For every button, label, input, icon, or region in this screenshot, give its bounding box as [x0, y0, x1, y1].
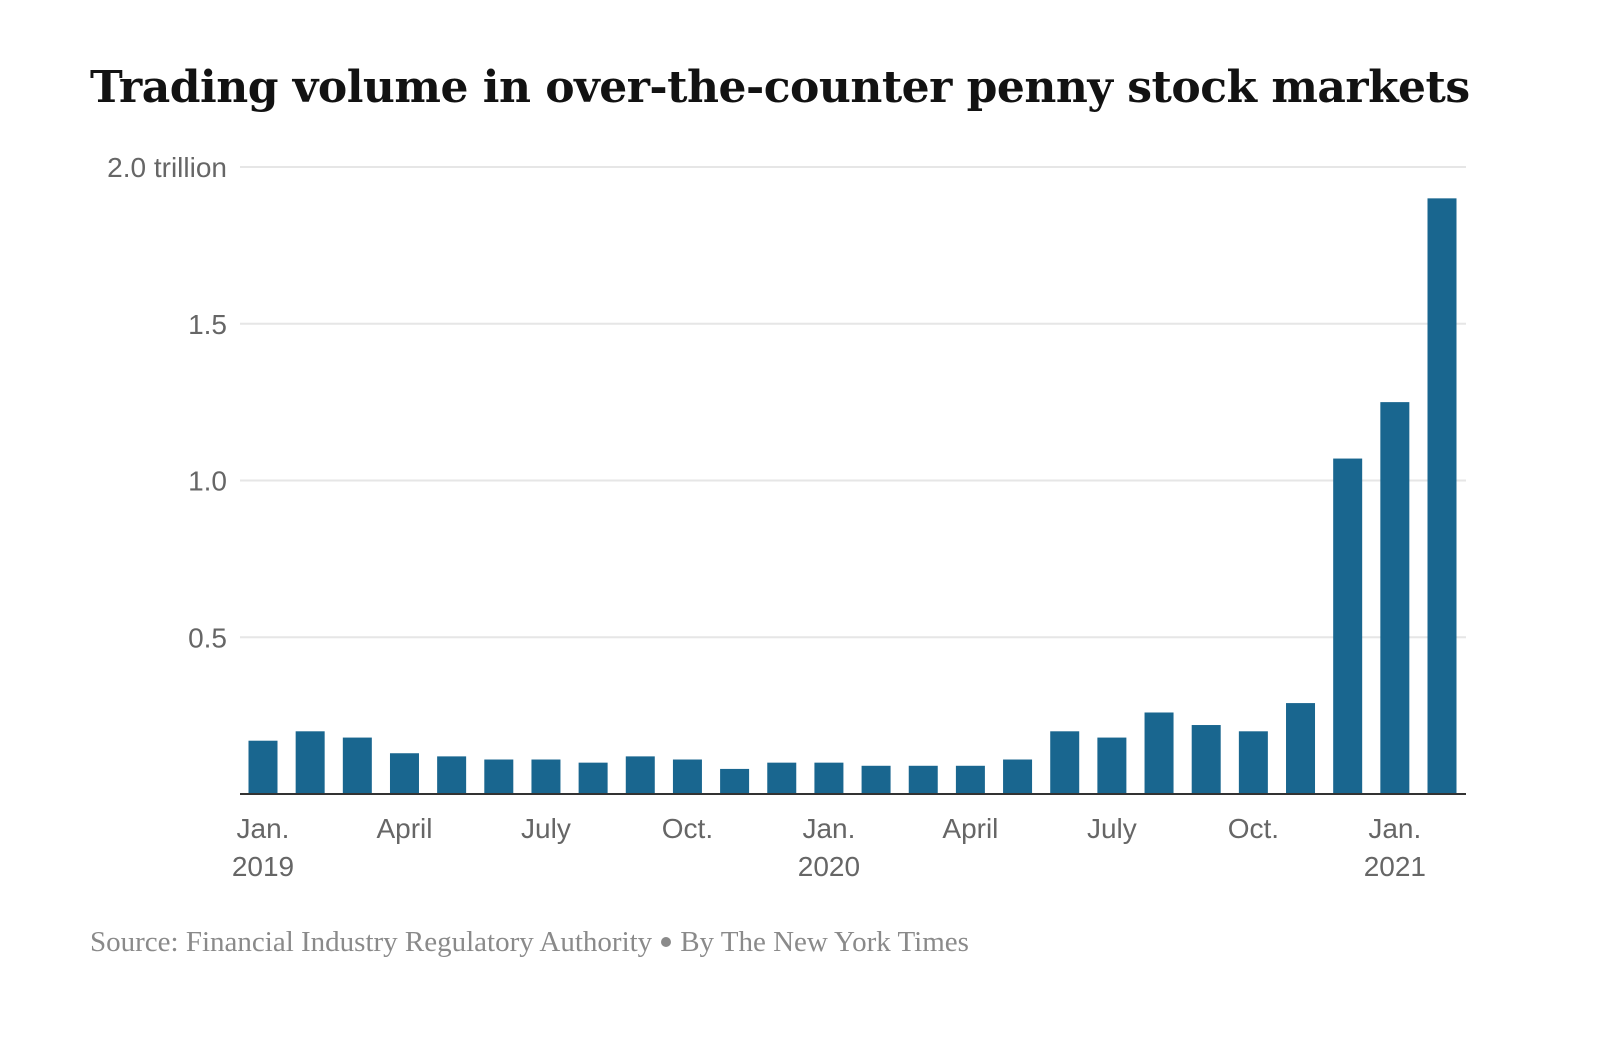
x-tick-label: Oct. [1228, 813, 1279, 844]
source-note: Source: Financial Industry Regulatory Au… [90, 926, 969, 959]
x-tick-label: April [376, 813, 432, 844]
bar [1286, 703, 1316, 794]
x-tick-label: Jan. [237, 813, 290, 844]
bar [1238, 731, 1268, 794]
bullet-dot-icon [661, 937, 672, 948]
bar [861, 765, 891, 794]
bar [389, 753, 419, 794]
bar [578, 762, 608, 794]
x-tick-label: Jan. [802, 813, 855, 844]
bars [248, 198, 1457, 795]
bar [1427, 198, 1457, 795]
x-axis-tick-labels: Jan. 2019 April July Oct. Jan. 2020 April July Oc… [232, 813, 1426, 882]
bar [814, 762, 844, 794]
bar [295, 731, 325, 794]
bar [531, 759, 561, 794]
x-tick-label: Jan. [1368, 813, 1421, 844]
x-tick-label: Oct. [662, 813, 713, 844]
bar [1144, 712, 1174, 794]
bar [625, 756, 655, 794]
bar [767, 762, 797, 794]
bar [908, 765, 938, 794]
bar [437, 756, 467, 794]
x-tick-label: April [942, 813, 998, 844]
source-text: Source: Financial Industry Regulatory Au… [90, 926, 653, 958]
gridlines [240, 166, 1466, 639]
chart-title: Trading volume in over-the-counter penny… [90, 62, 1470, 113]
bar [342, 737, 372, 794]
bar [1050, 731, 1080, 794]
bar [1380, 402, 1410, 794]
bar [248, 740, 278, 794]
x-tick-year-label: 2020 [798, 851, 860, 882]
y-tick-label: 0.5 [188, 622, 227, 653]
y-tick-label: 1.0 [188, 466, 227, 497]
bar [1333, 458, 1363, 794]
y-tick-label: 2.0 trillion [107, 152, 227, 183]
bar [720, 768, 750, 794]
x-tick-label: July [1087, 813, 1137, 844]
y-axis-tick-labels: 2.0 trillion 1.5 1.0 0.5 [107, 152, 227, 653]
bar [1097, 737, 1127, 794]
bar [1191, 725, 1221, 794]
x-tick-year-label: 2019 [232, 851, 294, 882]
x-tick-year-label: 2021 [1364, 851, 1426, 882]
y-tick-label: 1.5 [188, 309, 227, 340]
byline-text: By The New York Times [680, 926, 969, 958]
bar [484, 759, 514, 794]
x-tick-label: July [521, 813, 571, 844]
bar [955, 765, 985, 794]
bar [672, 759, 702, 794]
bar [1003, 759, 1033, 794]
